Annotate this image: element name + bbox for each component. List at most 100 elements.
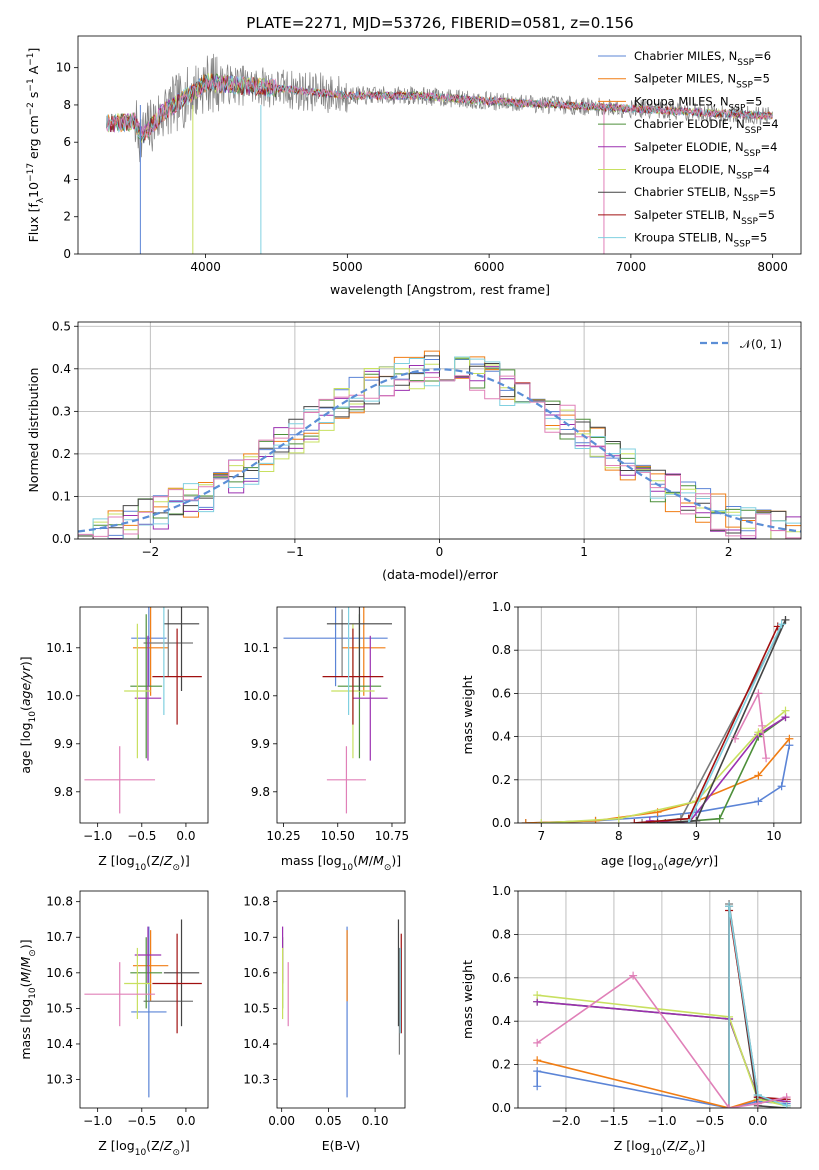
y-axis-label: mass weight xyxy=(460,960,475,1039)
x-tick-label: 7000 xyxy=(616,260,647,274)
axes-frame xyxy=(276,890,406,1109)
weight-marker xyxy=(629,971,638,980)
weight-marker xyxy=(653,819,662,823)
weight-marker xyxy=(731,734,740,743)
errorbars xyxy=(282,919,402,1098)
y-tick-label: 10.8 xyxy=(243,895,270,909)
y-axis-label: mass weight xyxy=(460,675,475,754)
x-tick-label: 2 xyxy=(725,545,733,559)
x-tick-label: 10.75 xyxy=(375,829,409,843)
x-tick-label: 0.0 xyxy=(748,1114,767,1128)
errorbars xyxy=(84,607,202,814)
y-tick-label: 10.5 xyxy=(243,1001,270,1015)
normal-curve xyxy=(78,368,801,533)
y-tick-label: 0.0 xyxy=(492,816,511,830)
axes-frame xyxy=(77,321,802,540)
y-tick-label: 0.6 xyxy=(492,971,511,985)
weight-series xyxy=(734,690,767,759)
x-tick-label: −1.5 xyxy=(599,1114,628,1128)
x-tick-label: −2.0 xyxy=(551,1114,580,1128)
y-tick-label: 10.1 xyxy=(46,641,73,655)
weight-marker xyxy=(614,814,623,823)
y-tick-label: 10.4 xyxy=(243,1037,270,1051)
y-tick-label: 10.6 xyxy=(46,966,73,980)
y-tick-label: 1.0 xyxy=(492,600,511,614)
weight-series xyxy=(537,994,787,1107)
y-tick-label: 9.8 xyxy=(251,785,270,799)
model-spectrum xyxy=(106,74,773,140)
x-axis-label: Z [log10(Z/Z⊙)] xyxy=(98,1138,190,1158)
y-tick-label: 10.3 xyxy=(243,1073,270,1087)
x-axis-label: age [log10(age/yr)] xyxy=(601,853,718,873)
weight-marker xyxy=(777,620,786,629)
weight-lines xyxy=(521,615,794,823)
x-tick-label: 5000 xyxy=(332,260,363,274)
y-tick-label: 10.3 xyxy=(46,1073,73,1087)
weight-marker xyxy=(781,706,790,715)
weight-marker xyxy=(715,814,724,823)
panel-mass-vs-EBV: 0.00 0.05 0.10 10.3 10.4 10.5 10.6 10.7 10.8 E(B-… xyxy=(243,890,406,1153)
weight-series xyxy=(536,974,787,1108)
y-axis-label: mass [log10(M/M⊙)] xyxy=(18,939,38,1059)
weight-marker xyxy=(630,819,639,823)
panel-age-vs-mass: 10.25 10.50 10.75 9.8 9.9 10.0 10.1 mass [log10… xyxy=(243,606,409,873)
x-tick-label: −2 xyxy=(141,545,159,559)
x-tick-label: −1.0 xyxy=(83,829,112,843)
weight-marker xyxy=(785,734,794,743)
y-tick-label: 10.8 xyxy=(46,895,73,909)
axes-frame xyxy=(79,890,209,1109)
weight-marker xyxy=(781,615,790,624)
x-tick-label: 8000 xyxy=(757,260,788,274)
y-tick-label: 9.9 xyxy=(251,737,270,751)
x-tick-label: 10.25 xyxy=(266,829,300,843)
x-tick-label: −0.5 xyxy=(127,829,156,843)
y-tick-label: 1.0 xyxy=(492,884,511,898)
weight-marker xyxy=(754,689,763,698)
weight-marker xyxy=(782,1093,791,1102)
legend-entry: Chabrier MILES, NSSP=6 xyxy=(634,49,771,68)
x-tick-label: 7 xyxy=(537,829,545,843)
weight-lines xyxy=(533,900,791,1108)
y-axis-label: Normed distribution xyxy=(26,368,41,493)
y-tick-label: 0.6 xyxy=(492,686,511,700)
weight-marker xyxy=(521,819,530,823)
weight-marker xyxy=(533,991,542,1000)
x-tick-label: 0 xyxy=(436,545,444,559)
x-tick-label: 0.05 xyxy=(315,1114,342,1128)
weight-marker xyxy=(754,728,763,737)
panel-massweight-vs-Z: −2.0 −1.5 −1.0 −0.5 0.0 0.0 0.2 0.4 0.6 0.8 1.0 Z [… xyxy=(460,884,802,1158)
x-tick-label: 0.00 xyxy=(268,1114,295,1128)
x-axis-label: E(B-V) xyxy=(322,1138,361,1153)
figure-title: PLATE=2271, MJD=53726, FIBERID=0581, z=0… xyxy=(246,14,633,32)
weight-marker xyxy=(692,816,701,823)
x-axis-label: Z [log10(Z/Z⊙)] xyxy=(98,853,190,873)
y-tick-label: 8 xyxy=(63,98,71,112)
y-tick-label: 10.4 xyxy=(46,1037,73,1051)
y-tick-label: 0 xyxy=(63,247,71,261)
weight-marker xyxy=(533,1082,542,1091)
histograms xyxy=(78,350,801,539)
legend-entry: 𝒩(0, 1) xyxy=(740,337,782,351)
legend-entry: Salpeter MILES, NSSP=5 xyxy=(634,72,770,91)
x-tick-label: 8 xyxy=(615,829,623,843)
y-tick-label: 0.4 xyxy=(492,730,511,744)
weight-marker xyxy=(777,782,786,791)
errorbars xyxy=(283,607,392,814)
y-tick-label: 0.5 xyxy=(52,319,71,333)
y-tick-label: 10.0 xyxy=(243,689,270,703)
legend-entry: Salpeter STELIB, NSSP=5 xyxy=(634,208,775,227)
axes-frame xyxy=(276,606,406,824)
y-tick-label: 9.9 xyxy=(54,737,73,751)
x-tick-label: 6000 xyxy=(474,260,505,274)
x-tick-label: 1 xyxy=(580,545,588,559)
y-axis-label: age [log10(age/yr)] xyxy=(18,656,38,773)
panel-residuals: −2 −1 0 1 2 0.0 0.1 0.2 0.3 0.4 0.5 (data-model)/er… xyxy=(26,319,802,582)
y-tick-label: 10.0 xyxy=(46,689,73,703)
y-tick-label: 0.2 xyxy=(492,773,511,787)
x-axis-label: (data-model)/error xyxy=(382,567,499,582)
x-tick-label: 9 xyxy=(693,829,701,843)
spectrum-lines xyxy=(106,53,773,254)
weight-marker xyxy=(537,819,546,823)
axes-frame xyxy=(77,35,802,255)
y-tick-label: 10.1 xyxy=(243,641,270,655)
